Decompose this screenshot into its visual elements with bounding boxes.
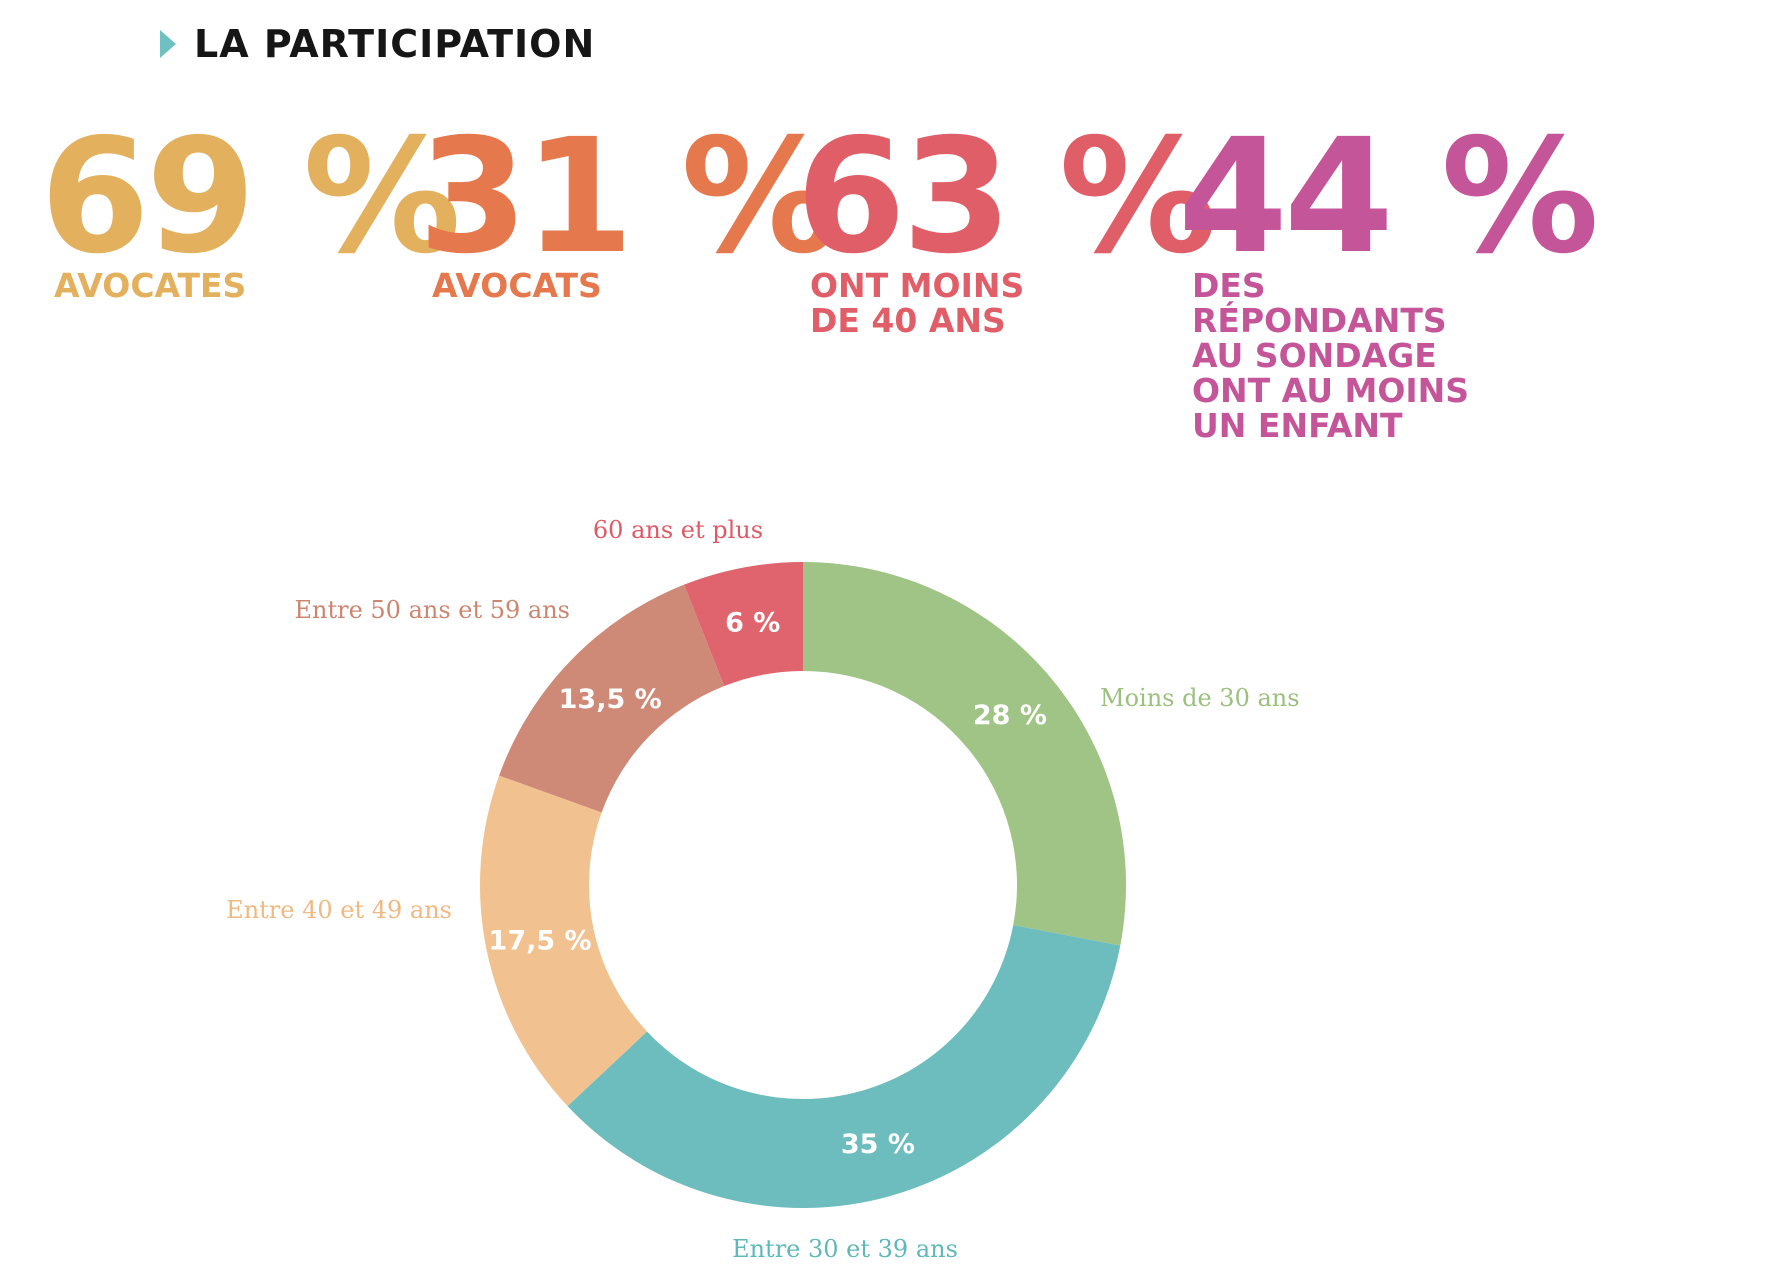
slice-value-label: 35 % [841, 1129, 915, 1160]
stat-caption-line: UN ENFANT [1192, 406, 1403, 445]
section-header: LA PARTICIPATION [160, 22, 595, 66]
stat-caption-line: ONT AU MOINS [1192, 371, 1470, 410]
donut-slice [499, 584, 725, 813]
slice-value-label: 6 % [725, 607, 780, 638]
triangle-bullet-icon [160, 30, 176, 58]
stat-caption-line: ONT MOINS [810, 266, 1025, 305]
stat-caption: AVOCATS [432, 268, 835, 303]
stat-value: 69 % [40, 105, 461, 289]
donut-slice [567, 925, 1121, 1209]
donut-slice [803, 562, 1126, 946]
stat-enfant: 44 % DES RÉPONDANTS AU SONDAGE ONT AU MO… [1178, 105, 1599, 443]
stat-caption-line: RÉPONDANTS [1192, 301, 1447, 340]
stat-caption: DES RÉPONDANTS AU SONDAGE ONT AU MOINS U… [1192, 268, 1595, 443]
donut-slice [684, 562, 803, 687]
stat-moins-40: 63 % ONT MOINS DE 40 ANS [796, 105, 1217, 338]
slice-category-label: Moins de 30 ans [1100, 684, 1300, 712]
stat-caption-line: AVOCATS [432, 266, 602, 305]
donut-slice [480, 775, 648, 1107]
stat-value: 63 % [796, 105, 1217, 289]
stat-avocates: 69 % AVOCATES [40, 105, 461, 303]
slice-value-label: 13,5 % [559, 684, 662, 715]
page-title: LA PARTICIPATION [194, 22, 596, 66]
stat-caption-line: AU SONDAGE [1192, 336, 1437, 375]
stat-avocats: 31 % AVOCATS [418, 105, 839, 303]
stat-caption-line: DE 40 ANS [810, 301, 1006, 340]
stat-caption-line: AVOCATES [54, 266, 247, 305]
stat-value: 31 % [418, 105, 839, 289]
slice-category-label: Entre 40 et 49 ans [226, 896, 452, 924]
slice-value-label: 28 % [973, 700, 1047, 731]
slice-value-label: 17,5 % [489, 925, 592, 956]
stat-caption: AVOCATES [54, 268, 457, 303]
slice-category-label: Entre 50 ans et 59 ans [294, 596, 570, 624]
stat-caption-line: DES [1192, 266, 1266, 305]
stat-value: 44 % [1178, 105, 1599, 289]
stat-caption: ONT MOINS DE 40 ANS [810, 268, 1213, 338]
slice-category-label: 60 ans et plus [593, 516, 763, 544]
slice-category-label: Entre 30 et 39 ans [732, 1235, 958, 1263]
